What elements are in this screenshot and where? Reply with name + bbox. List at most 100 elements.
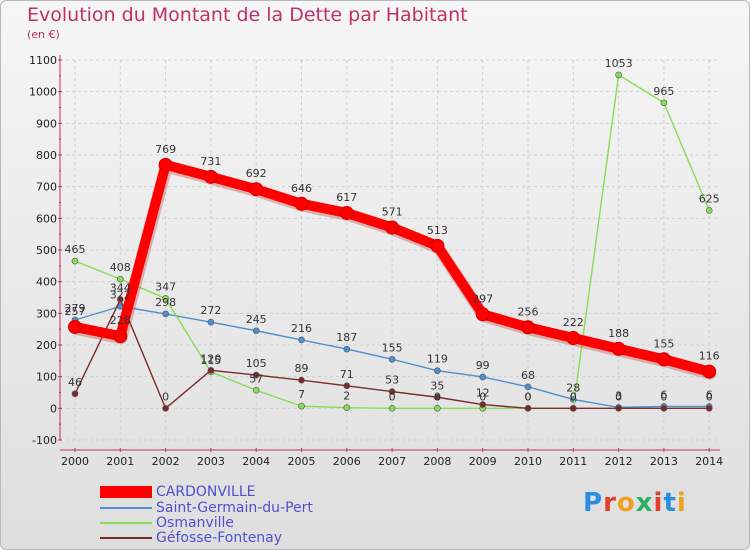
- data-point-gefosse-fontenay: [117, 296, 124, 303]
- data-label-cardonville: 228: [110, 314, 131, 327]
- y-tick-label: 300: [36, 307, 57, 320]
- data-label-osmanville: 625: [699, 192, 720, 205]
- x-tick-label: 2005: [288, 455, 316, 468]
- y-tick-label: 600: [36, 212, 57, 225]
- data-labels: 2572287697316926466175715132972562221881…: [65, 57, 720, 403]
- y-tick-label: 1100: [29, 54, 57, 67]
- data-label-cardonville: 731: [200, 155, 221, 168]
- legend-swatch-cardonville: [100, 486, 152, 498]
- data-label-saint-germain-du-pert: 119: [427, 353, 448, 366]
- legend-item-osmanville: Osmanville: [100, 516, 234, 530]
- logo-letter: P: [583, 488, 604, 518]
- data-label-cardonville: 257: [65, 305, 86, 318]
- data-point-saint-germain-du-pert: [298, 336, 305, 344]
- data-label-osmanville: 115: [200, 354, 221, 367]
- data-point-saint-germain-du-pert: [207, 318, 215, 326]
- data-label-osmanville: 965: [653, 85, 674, 98]
- data-point-cardonville: [385, 220, 400, 235]
- line-chart: -100010020030040050060070080090010001100…: [29, 54, 723, 468]
- data-point-gefosse-fontenay: [615, 405, 622, 412]
- legend-swatch-saint-germain-du-pert: [100, 507, 152, 509]
- data-label-cardonville: 571: [382, 206, 403, 219]
- logo-letter: t: [663, 488, 677, 518]
- data-label-gefosse-fontenay: 35: [430, 379, 444, 392]
- data-point-osmanville: [252, 386, 260, 394]
- data-label-saint-germain-du-pert: 298: [155, 296, 176, 309]
- data-point-cardonville: [113, 329, 128, 344]
- data-point-gefosse-fontenay: [162, 405, 169, 412]
- data-label-gefosse-fontenay: 0: [525, 390, 532, 403]
- data-label-gefosse-fontenay: 71: [340, 368, 354, 381]
- data-point-gefosse-fontenay: [434, 393, 441, 401]
- data-label-saint-germain-du-pert: 6: [660, 388, 667, 401]
- y-tick-label: 400: [36, 276, 57, 289]
- data-label-osmanville: 0: [479, 390, 486, 403]
- data-point-osmanville: [343, 404, 351, 412]
- y-tick-label: 800: [36, 149, 57, 162]
- proxiti-logo: Proxiti: [583, 488, 687, 518]
- data-point-saint-germain-du-pert: [524, 383, 532, 391]
- data-label-saint-germain-du-pert: 245: [246, 313, 267, 326]
- legend-label-osmanville: Osmanville: [156, 515, 234, 531]
- data-point-saint-germain-du-pert: [434, 367, 441, 374]
- data-label-osmanville: 347: [155, 280, 176, 293]
- data-point-gefosse-fontenay: [71, 390, 79, 398]
- data-point-saint-germain-du-pert: [252, 327, 260, 335]
- logo-letter: i: [676, 488, 687, 518]
- data-label-osmanville: 0: [570, 390, 577, 403]
- data-label-gefosse-fontenay: 0: [660, 390, 667, 403]
- x-tick-label: 2004: [242, 455, 270, 468]
- data-point-saint-germain-du-pert: [479, 373, 487, 381]
- data-point-cardonville: [68, 319, 82, 334]
- legend-item-gefosse-fontenay: Géfosse-Fontenay: [100, 531, 282, 545]
- y-tick-label: 700: [36, 181, 57, 194]
- data-point-osmanville: [388, 405, 396, 412]
- data-label-saint-germain-du-pert: 155: [382, 341, 403, 354]
- data-label-osmanville: 7: [298, 388, 305, 401]
- data-point-cardonville: [249, 182, 264, 197]
- data-label-cardonville: 222: [563, 316, 584, 329]
- data-label-gefosse-fontenay: 89: [295, 362, 309, 375]
- data-label-saint-germain-du-pert: 3: [615, 389, 622, 402]
- data-label-saint-germain-du-pert: 187: [336, 331, 357, 344]
- y-tick-label: 500: [36, 244, 57, 257]
- grid: [60, 59, 720, 441]
- data-label-cardonville: 155: [653, 337, 674, 350]
- data-label-cardonville: 617: [336, 191, 357, 204]
- data-label-cardonville: 256: [518, 305, 539, 318]
- data-label-gefosse-fontenay: 105: [246, 357, 267, 370]
- data-point-cardonville: [339, 205, 354, 220]
- data-point-osmanville: [298, 402, 305, 410]
- y-tick-label: 200: [36, 339, 57, 352]
- data-point-osmanville: [660, 99, 668, 107]
- data-label-gefosse-fontenay: 0: [615, 390, 622, 403]
- data-label-saint-germain-du-pert: 68: [521, 369, 535, 382]
- data-point-gefosse-fontenay: [524, 405, 532, 412]
- data-point-osmanville: [434, 405, 441, 412]
- y-tick-label: 100: [36, 371, 57, 384]
- data-label-osmanville: 2: [343, 390, 350, 403]
- data-point-cardonville: [521, 320, 535, 335]
- x-tick-label: 2003: [197, 455, 225, 468]
- data-label-osmanville: 0: [434, 390, 441, 403]
- data-point-gefosse-fontenay: [252, 371, 260, 379]
- data-point-gefosse-fontenay: [298, 376, 305, 384]
- legend-item-cardonville: CARDONVILLE: [100, 485, 256, 499]
- data-label-cardonville: 513: [427, 224, 448, 237]
- data-point-gefosse-fontenay: [660, 405, 668, 412]
- data-label-gefosse-fontenay: 0: [706, 390, 713, 403]
- data-point-gefosse-fontenay: [388, 388, 396, 395]
- data-point-cardonville: [158, 157, 173, 172]
- legend-swatch-gefosse-fontenay: [100, 537, 152, 539]
- data-label-osmanville: 0: [389, 390, 396, 403]
- data-point-osmanville: [117, 275, 124, 283]
- x-tick-label: 2010: [514, 455, 542, 468]
- data-label-saint-germain-du-pert: 279: [65, 302, 86, 315]
- legend-label-saint-germain-du-pert: Saint-Germain-du-Pert: [156, 500, 313, 516]
- x-tick-label: 2001: [106, 455, 134, 468]
- data-label-gefosse-fontenay: 344: [110, 281, 131, 294]
- data-label-osmanville: 1053: [605, 57, 633, 70]
- data-label-saint-germain-du-pert: 272: [200, 304, 221, 317]
- data-label-osmanville: 408: [110, 261, 131, 274]
- data-label-cardonville: 116: [699, 350, 720, 363]
